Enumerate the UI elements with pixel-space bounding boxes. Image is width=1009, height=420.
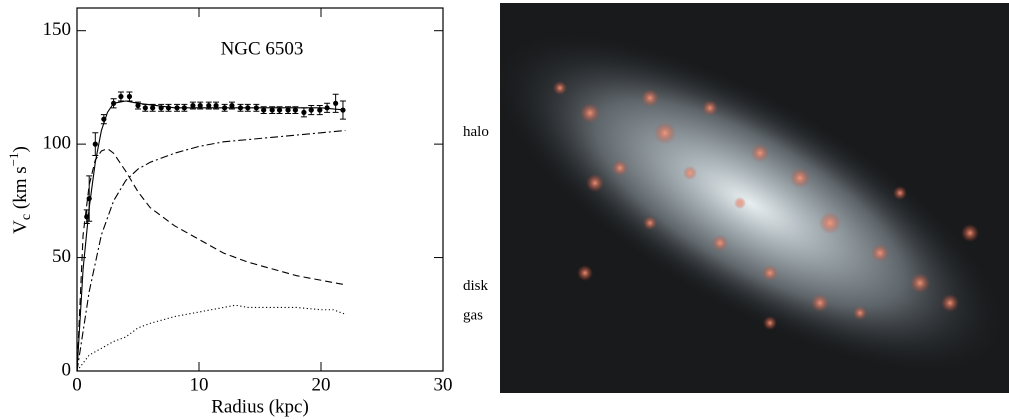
data-point (174, 105, 179, 110)
data-point (222, 105, 227, 110)
model-curve (77, 149, 345, 371)
chart-title: NGC 6503 (221, 38, 304, 59)
page: {"chart_data": { "type": "line", "title"… (0, 0, 1009, 420)
data-point (293, 107, 298, 112)
data-point (309, 107, 314, 112)
model-curve (77, 305, 345, 371)
data-point (213, 103, 218, 108)
data-point (254, 105, 259, 110)
data-point (93, 142, 98, 147)
model-curve (77, 131, 345, 371)
data-point (182, 105, 187, 110)
data-point (166, 105, 171, 110)
data-point (245, 105, 250, 110)
y-axis-label-part: (km s (10, 166, 31, 214)
data-point (159, 105, 164, 110)
y-tick-label: 50 (52, 246, 71, 267)
data-point (325, 105, 330, 110)
data-point (198, 103, 203, 108)
data-point (301, 110, 306, 115)
data-point (111, 101, 116, 106)
rotation-curve-chart: NGC 6503 Radius (kpc) Vc (km s−1) 0 10 20 3… (0, 0, 490, 420)
data-point (84, 214, 89, 219)
y-tick-label: 150 (43, 19, 72, 40)
plot-frame (77, 8, 443, 371)
data-point (206, 103, 211, 108)
y-tick-label: 100 (43, 132, 72, 153)
data-point (135, 103, 140, 108)
data-point (190, 103, 195, 108)
data-point (317, 107, 322, 112)
x-tick-label: 10 (190, 374, 209, 395)
curve-label: disk (463, 278, 489, 294)
data-point (261, 107, 266, 112)
data-point (127, 94, 132, 99)
data-point (118, 94, 123, 99)
model-curve (77, 101, 345, 371)
data-point (285, 107, 290, 112)
curve-label: gas (463, 308, 483, 324)
x-tick-label: 0 (72, 374, 82, 395)
x-tick-label: 20 (312, 374, 331, 395)
data-point (101, 117, 106, 122)
data-point (333, 101, 338, 106)
data-point (270, 107, 275, 112)
x-tick-label: 30 (434, 374, 453, 395)
data-point (87, 196, 92, 201)
y-axis-label-part: V (10, 220, 31, 234)
data-point (143, 105, 148, 110)
data-point (238, 105, 243, 110)
data-point (277, 107, 282, 112)
galaxy-image (500, 3, 1009, 393)
data-point (150, 105, 155, 110)
y-axis-label: Vc (km s−1) (6, 146, 34, 234)
y-tick-label: 0 (62, 359, 72, 380)
y-axis-label-part: ) (10, 146, 31, 152)
data-point (340, 107, 345, 112)
x-axis-label: Radius (kpc) (211, 396, 309, 417)
y-axis-label-part: −1 (6, 153, 21, 167)
curve-label: halo (463, 124, 489, 140)
data-point (229, 103, 234, 108)
